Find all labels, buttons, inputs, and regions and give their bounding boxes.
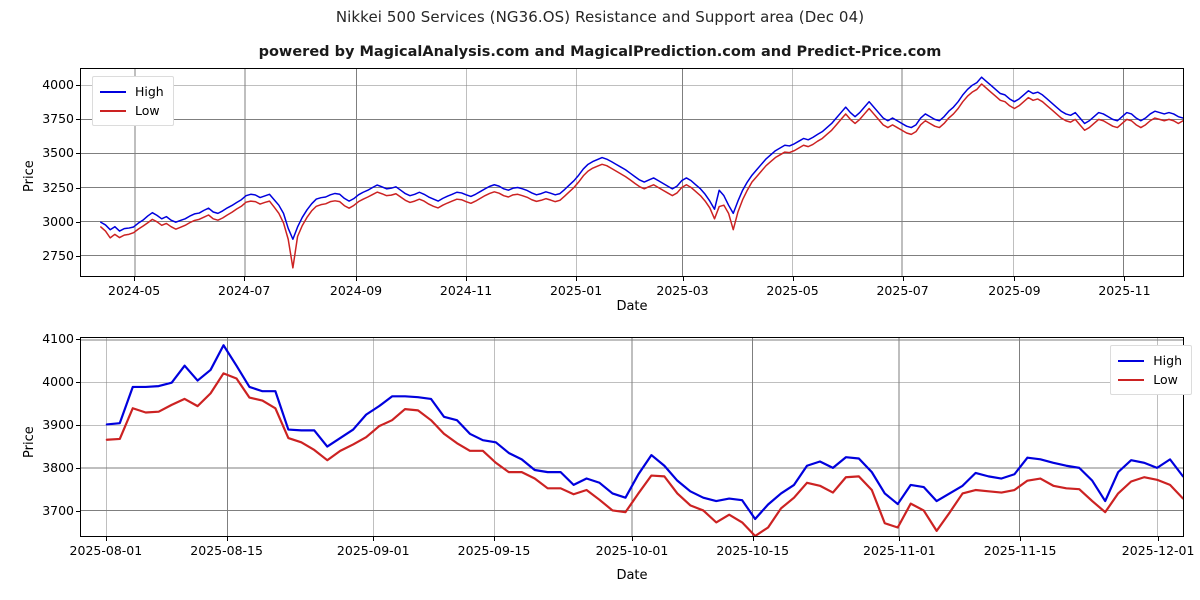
- overview-chart-plot-area: [80, 68, 1184, 277]
- overview-x-axis-label: Date: [616, 299, 648, 314]
- legend-entry-low: Low: [100, 101, 164, 120]
- x-tick-label: 2025-03: [656, 283, 709, 298]
- overview-y-axis-label: Price: [22, 160, 37, 192]
- legend-label-high: High: [1153, 353, 1182, 368]
- y-tick-mark: [76, 153, 80, 154]
- x-tick-label: 2025-09-15: [457, 543, 531, 558]
- x-tick-mark: [227, 537, 228, 541]
- x-tick-mark: [576, 277, 577, 281]
- x-tick-label: 2024-09: [329, 283, 383, 298]
- legend-entry-low: Low: [1118, 370, 1182, 389]
- y-tick-mark: [76, 256, 80, 257]
- detail-low-series: [105, 372, 1183, 536]
- overview-legend: High Low: [92, 76, 174, 126]
- legend-swatch-low: [1118, 378, 1145, 381]
- legend-swatch-low: [100, 109, 126, 112]
- x-tick-label: 2025-10-15: [716, 543, 790, 558]
- x-tick-label: 2025-08-15: [190, 543, 263, 558]
- chart-subtitle: powered by MagicalAnalysis.com and Magic…: [258, 44, 942, 60]
- x-tick-label: 2025-11: [1098, 283, 1151, 298]
- detail-y-axis-label: Price: [22, 426, 37, 458]
- overview-chart-svg: [81, 69, 1183, 276]
- y-tick-mark: [76, 188, 80, 189]
- x-tick-mark: [793, 277, 794, 281]
- x-tick-mark: [903, 277, 904, 281]
- y-tick-mark: [76, 222, 80, 223]
- x-tick-mark: [683, 277, 684, 281]
- x-tick-label: 2024-05: [107, 283, 161, 298]
- y-tick-mark: [76, 425, 80, 426]
- x-tick-mark: [1158, 537, 1159, 541]
- x-tick-label: 2025-11-15: [983, 543, 1057, 558]
- y-tick-mark: [76, 339, 80, 340]
- x-tick-label: 2025-09-01: [336, 543, 410, 558]
- x-tick-mark: [106, 537, 107, 541]
- overview-low-series: [100, 83, 1183, 269]
- x-tick-mark: [753, 537, 754, 541]
- x-tick-label: 2024-07: [218, 283, 271, 298]
- x-tick-label: 2025-01: [549, 283, 603, 298]
- detail-x-axis-label: Date: [616, 568, 648, 583]
- x-tick-mark: [1020, 537, 1021, 541]
- x-tick-mark: [1124, 277, 1125, 281]
- detail-gridlines: [81, 338, 1183, 536]
- x-tick-mark: [1014, 277, 1015, 281]
- y-tick-mark: [76, 119, 80, 120]
- x-tick-label: 2025-08-01: [69, 543, 143, 558]
- overview-high-series: [100, 76, 1183, 240]
- x-tick-mark: [899, 537, 900, 541]
- x-tick-mark: [494, 537, 495, 541]
- y-tick-mark: [76, 511, 80, 512]
- x-tick-mark: [466, 277, 467, 281]
- x-tick-mark: [632, 537, 633, 541]
- x-tick-label: 2025-05: [766, 283, 819, 298]
- x-tick-mark: [373, 537, 374, 541]
- y-tick-mark: [76, 85, 80, 86]
- x-tick-mark: [244, 277, 245, 281]
- x-tick-label: 2025-12-01: [1121, 543, 1195, 558]
- y-tick-mark: [76, 468, 80, 469]
- legend-label-low: Low: [1153, 372, 1178, 387]
- legend-label-high: High: [135, 84, 164, 99]
- detail-high-series: [105, 344, 1183, 521]
- x-tick-label: 2025-09: [988, 283, 1041, 298]
- x-tick-label: 2024-11: [439, 283, 493, 298]
- detail-chart-svg: [81, 338, 1183, 536]
- y-tick-mark: [76, 382, 80, 383]
- x-tick-mark: [356, 277, 357, 281]
- chart-title: Nikkei 500 Services (NG36.OS) Resistance…: [335, 8, 865, 26]
- x-tick-label: 2025-11-01: [863, 543, 936, 558]
- legend-swatch-high: [1118, 359, 1145, 362]
- x-tick-mark: [134, 277, 135, 281]
- legend-label-low: Low: [135, 103, 160, 118]
- x-tick-label: 2025-10-01: [595, 543, 669, 558]
- x-tick-label: 2025-07: [876, 283, 929, 298]
- detail-legend: High Low: [1110, 345, 1192, 395]
- legend-entry-high: High: [100, 82, 164, 101]
- overview-gridlines: [81, 69, 1183, 276]
- legend-entry-high: High: [1118, 351, 1182, 370]
- detail-chart-plot-area: [80, 337, 1184, 537]
- legend-swatch-high: [100, 90, 126, 93]
